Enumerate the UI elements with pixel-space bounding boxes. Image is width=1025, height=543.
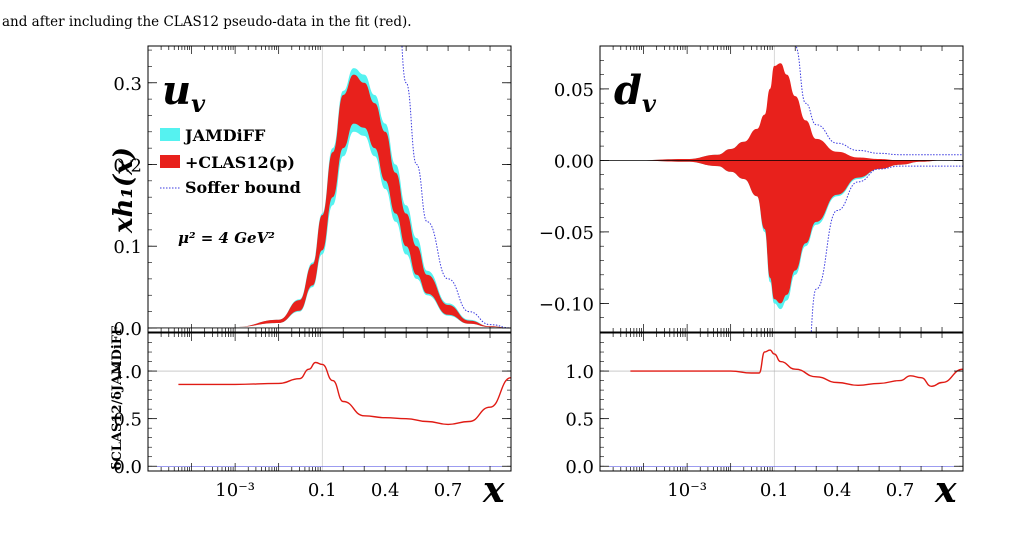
uv-bot-y-tick-label: 0.0 [113, 457, 142, 478]
soffer-bound-lower [810, 165, 963, 332]
clas12-band [178, 74, 511, 328]
dv-bottom-frame [599, 332, 964, 472]
dv-bot-x-tick-label: 0.7 [886, 480, 915, 501]
legend-soffer-label: Soffer bound [185, 178, 301, 197]
dv-top-y-tick-label: 0.05 [554, 80, 594, 101]
dv-panel-label: dv [614, 67, 657, 118]
legend-jamdiff-swatch [160, 128, 180, 141]
clas12-band [630, 63, 963, 304]
dv-bot-x-tick-label: 10⁻³ [667, 480, 707, 501]
panel-dv: −0.10 −0.05 0.00 0.05 0.0 0.5 1.0 10⁻³ 0.1 0.4 0.… [539, 45, 964, 511]
uv-x-axis-label: x [482, 469, 505, 511]
dv-bot-y-tick-label: 0.5 [565, 410, 594, 431]
legend-jamdiff-label: JAMDiFF [183, 126, 266, 145]
uv-bot-y-tick-label: 1.0 [113, 362, 142, 383]
dv-bot-y-tick-label: 0.0 [565, 457, 594, 478]
dv-bot-y-tick-label: 1.0 [565, 362, 594, 383]
uv-bot-y-tick-label: 0.5 [113, 410, 142, 431]
uv-top-y-tick-label: 0.1 [113, 237, 142, 258]
dv-x-axis-label: x [934, 469, 957, 511]
uv-panel-label: uv [162, 67, 206, 118]
dv-top-y-tick-label: −0.10 [539, 294, 594, 315]
figure-caption: and after including the CLAS12 pseudo-da… [2, 14, 412, 30]
uv-bottom-frame [147, 332, 512, 472]
uv-ratio-y-axis-label: δCLAS12/δJAMDiFF [110, 325, 125, 470]
dv-top-y-tick-label: −0.05 [539, 223, 594, 244]
uv-y-axis-label: xh₁(x) [109, 147, 139, 234]
uv-bot-x-tick-label: 10⁻³ [215, 480, 255, 501]
dv-top-y-tick-label: 0.00 [554, 151, 594, 172]
uv-top-frame [147, 45, 512, 333]
uv-top-y-tick-label: 0.0 [113, 319, 142, 340]
dv-bot-x-tick-label: 0.4 [823, 480, 852, 501]
legend-clas12-label: +CLAS12(p) [185, 153, 295, 172]
dv-ratio-line [630, 349, 963, 388]
legend-scale-label: μ² = 4 GeV² [178, 229, 275, 247]
uv-top-y-tick-label: 0.3 [113, 74, 142, 95]
uv-top-y-tick-label: 0.2 [113, 155, 142, 176]
panel-uv: 0.0 0.1 0.2 0.3 0.0 0.5 1.0 10⁻³ 0.1 0.4 0.7 uv J… [109, 45, 512, 511]
uv-ratio-line [178, 361, 511, 426]
uv-bot-x-tick-label: 0.4 [371, 480, 400, 501]
dv-bot-x-tick-label: 0.1 [760, 480, 789, 501]
uv-bot-x-tick-label: 0.1 [308, 480, 337, 501]
legend-clas12-swatch [160, 155, 180, 168]
uv-bot-x-tick-label: 0.7 [434, 480, 463, 501]
